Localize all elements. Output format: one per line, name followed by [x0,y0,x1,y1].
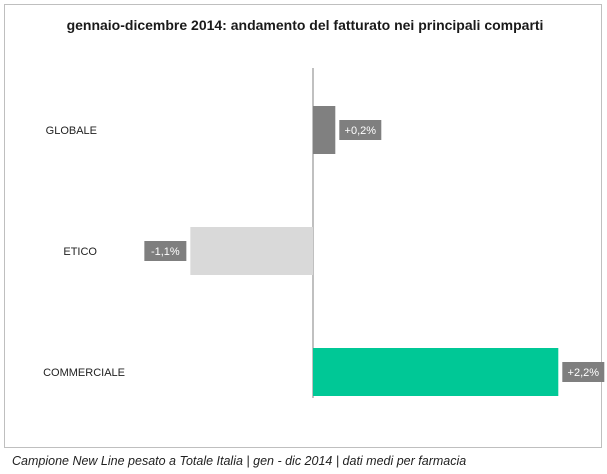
data-label-box-globale [339,120,382,140]
bar-commerciale [313,348,559,396]
source-caption: Campione New Line pesato a Totale Italia… [12,454,467,468]
data-label-box-commerciale [562,362,605,382]
category-label-globale: GLOBALE [46,125,97,137]
data-label-etico: -1,1% [151,246,180,258]
category-label-commerciale: COMMERCIALE [43,367,125,379]
chart-title: gennaio-dicembre 2014: andamento del fat… [66,17,544,33]
category-label-etico: ETICO [63,246,97,258]
chart-frame [4,4,602,448]
bar-etico [190,227,313,275]
data-label-commerciale: +2,2% [568,367,600,379]
data-label-globale: +0,2% [345,125,377,137]
bar-globale [313,106,336,154]
data-label-box-etico [144,241,187,261]
